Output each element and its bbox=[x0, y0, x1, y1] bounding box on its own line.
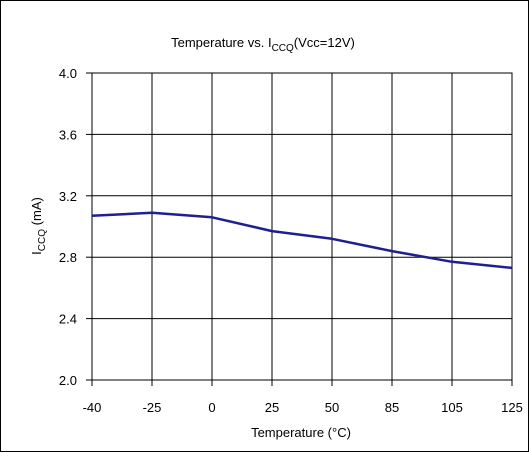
x-axis-label: Temperature (°C) bbox=[251, 425, 351, 440]
y-tick-label: 2.0 bbox=[59, 373, 77, 388]
y-axis-label: ICCQ (mA) bbox=[29, 197, 48, 255]
y-tick-label: 4.0 bbox=[59, 66, 77, 81]
x-tick-label: 0 bbox=[208, 400, 215, 415]
x-tick-label: 85 bbox=[385, 400, 399, 415]
x-tick-label: 50 bbox=[325, 400, 339, 415]
y-tick-labels: 2.0 2.4 2.8 3.2 3.6 4.0 bbox=[59, 66, 77, 388]
grid bbox=[86, 72, 513, 386]
y-tick-label: 2.8 bbox=[59, 250, 77, 265]
y-tick-label: 3.6 bbox=[59, 127, 77, 142]
x-tick-labels: -40 -25 0 25 50 85 105 125 bbox=[83, 400, 523, 415]
x-tick-label: 125 bbox=[501, 400, 523, 415]
y-tick-label: 3.2 bbox=[59, 189, 77, 204]
x-tick-label: -25 bbox=[143, 400, 162, 415]
series-line bbox=[91, 211, 513, 270]
chart-title: Temperature vs. ICCQ(Vcc=12V) bbox=[171, 35, 355, 54]
x-tick-label: 25 bbox=[265, 400, 279, 415]
series-layer bbox=[91, 211, 513, 270]
x-tick-label: -40 bbox=[83, 400, 102, 415]
x-tick-label: 105 bbox=[441, 400, 463, 415]
y-tick-label: 2.4 bbox=[59, 312, 77, 327]
plot-border bbox=[91, 72, 513, 381]
